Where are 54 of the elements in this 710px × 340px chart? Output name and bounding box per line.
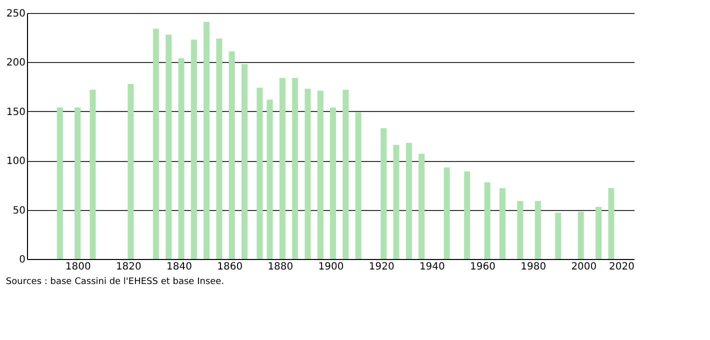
bar — [292, 78, 298, 259]
bar — [499, 188, 506, 259]
bar — [152, 28, 159, 259]
bar — [517, 200, 524, 259]
bar — [406, 142, 412, 259]
bar — [190, 40, 197, 259]
y-tick-label: 0 — [19, 254, 26, 266]
y-tick-label: 50 — [12, 205, 26, 216]
bar — [484, 182, 490, 259]
y-tick-label: 200 — [6, 58, 26, 69]
bar — [204, 22, 210, 259]
bar — [90, 90, 96, 259]
y-tick-label: 100 — [6, 156, 26, 168]
bar — [464, 171, 470, 259]
bar — [380, 128, 387, 259]
bar — [578, 212, 584, 259]
bar — [355, 112, 362, 259]
bar — [242, 64, 248, 259]
bar — [596, 206, 602, 259]
bar — [418, 154, 425, 259]
bar — [317, 90, 324, 259]
x-tick-label: 1800 — [65, 262, 91, 272]
x-tick-label: 1900 — [318, 262, 344, 272]
x-tick-label: 2020 — [609, 262, 634, 272]
x-tick-label: 1920 — [368, 262, 394, 272]
bar — [608, 188, 614, 259]
bar — [444, 167, 450, 259]
source-note: Sources : base Cassini de l'EHESS et base Insee. — [6, 277, 224, 287]
bar — [330, 107, 336, 259]
y-tick-label: 250 — [6, 8, 26, 20]
bar — [342, 90, 349, 259]
x-tick-label: 2000 — [571, 262, 597, 272]
x-tick-label: 1980 — [520, 262, 546, 272]
bar — [266, 100, 273, 259]
bar — [166, 34, 172, 259]
bar — [534, 200, 541, 259]
bar — [56, 107, 63, 259]
x-tick-label: 1820 — [116, 262, 142, 272]
bar — [178, 58, 184, 259]
bar — [128, 84, 134, 259]
x-tick-label: 1940 — [419, 262, 445, 272]
bar — [256, 88, 263, 259]
x-tick-label: 1960 — [470, 262, 496, 272]
y-tick-label: 150 — [6, 106, 26, 118]
bar — [304, 88, 311, 259]
x-tick-label: 1860 — [217, 262, 243, 272]
bar — [216, 38, 222, 259]
bar — [555, 212, 562, 259]
bar — [393, 144, 400, 259]
x-tick-label: 1840 — [166, 262, 192, 272]
x-tick-label: 1880 — [268, 262, 294, 272]
bar — [279, 78, 286, 259]
bar — [228, 51, 235, 259]
bar — [74, 107, 81, 259]
